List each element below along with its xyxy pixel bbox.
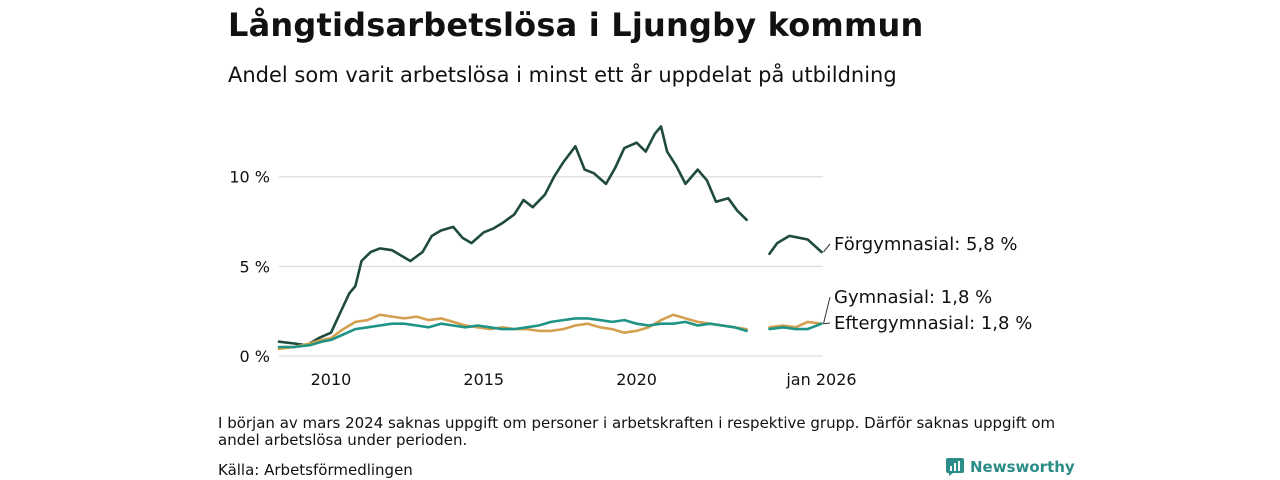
- series-line-förgymnasial: [768, 234, 823, 256]
- line-chart: 0 % 5 % 10 % 2010 2015 2020 jan 2026 Förgymna…: [229, 125, 1032, 389]
- series-line-eftergymnasial: [768, 322, 823, 331]
- series-end-label: Eftergymnasial: 1,8 %: [834, 313, 1032, 334]
- y-tick-label: 10 %: [229, 168, 270, 187]
- label-leader: [823, 322, 831, 325]
- y-axis-ticks: 0 % 5 % 10 %: [229, 168, 270, 366]
- newsworthy-chart-icon: [946, 458, 964, 476]
- label-leader: [823, 243, 831, 253]
- chart-title: Långtidsarbetslösa i Ljungby kommun: [228, 6, 924, 44]
- x-tick-label: 2015: [463, 370, 504, 389]
- series-line-förgymnasial: [277, 125, 748, 347]
- x-axis-ticks: 2010 2015 2020 jan 2026: [311, 370, 857, 389]
- series-lines: [277, 125, 823, 351]
- y-tick-label: 0 %: [240, 347, 270, 366]
- x-tick-label: jan 2026: [785, 370, 856, 389]
- newsworthy-logo[interactable]: Newsworthy: [946, 458, 1075, 476]
- x-tick-label: 2010: [311, 370, 352, 389]
- series-line-eftergymnasial: [277, 317, 748, 349]
- grid-lines: [279, 176, 823, 357]
- label-leader: [822, 296, 831, 324]
- x-tick-label: 2020: [616, 370, 657, 389]
- chart-subtitle: Andel som varit arbetslösa i minst ett å…: [228, 63, 897, 87]
- brand-name: Newsworthy: [970, 458, 1075, 476]
- y-tick-label: 5 %: [240, 257, 270, 276]
- series-end-label: Gymnasial: 1,8 %: [834, 287, 992, 308]
- series-line-gymnasial: [768, 320, 823, 329]
- series-labels: Förgymnasial: 5,8 % Gymnasial: 1,8 % Efter…: [822, 234, 1032, 334]
- source-credit: Källa: Arbetsförmedlingen: [218, 461, 413, 479]
- series-end-label: Förgymnasial: 5,8 %: [834, 234, 1018, 255]
- footnote: I början av mars 2024 saknas uppgift om …: [218, 414, 1056, 449]
